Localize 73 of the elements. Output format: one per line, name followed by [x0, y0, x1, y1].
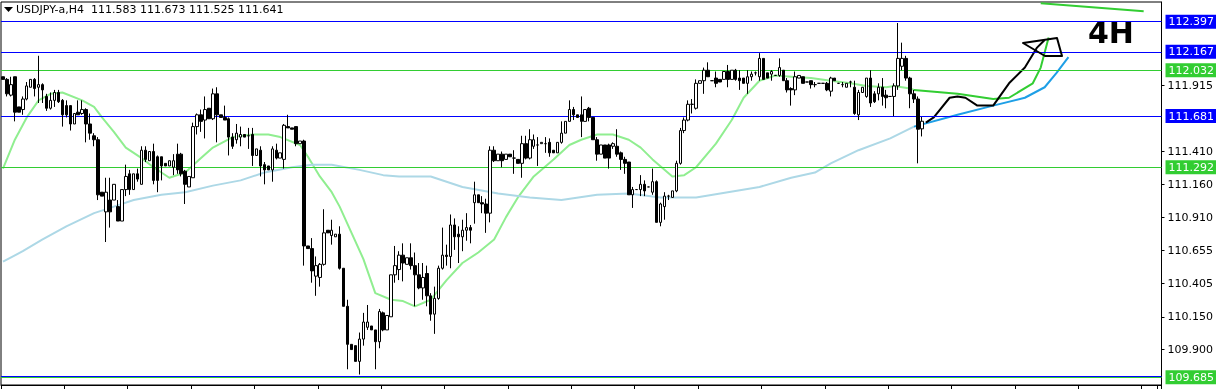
- ref-line-label: 111.681: [1168, 109, 1215, 123]
- candlestick: [401, 242, 405, 282]
- ref-line-label: 112.397: [1168, 15, 1215, 29]
- ref-line-label: 112.167: [1168, 45, 1215, 59]
- candlestick: [869, 69, 872, 108]
- candlestick: [520, 135, 524, 179]
- line-series: [924, 39, 1046, 124]
- candlestick: [235, 123, 238, 145]
- y-tick-label: 110.405: [1167, 276, 1214, 290]
- candlestick: [49, 92, 52, 111]
- candlestick: [829, 76, 833, 97]
- candlestick: [528, 128, 532, 160]
- candlestick: [548, 137, 551, 158]
- candlestick: [536, 136, 539, 167]
- candlestick: [853, 80, 856, 116]
- candlestick: [540, 141, 543, 145]
- y-tick-label: 111.410: [1167, 145, 1214, 159]
- candlestick: [607, 143, 611, 170]
- candlestick: [302, 139, 306, 267]
- y-tick-label: 111.915: [1167, 78, 1214, 92]
- candlestick: [512, 149, 516, 175]
- candlestick: [809, 80, 813, 90]
- candlestick: [294, 126, 298, 147]
- ref-line-label: 112.032: [1168, 63, 1215, 77]
- line-series: [1, 74, 915, 308]
- candlestick: [694, 78, 698, 111]
- candlestick: [473, 181, 476, 225]
- candlestick: [714, 71, 718, 88]
- candlestick: [251, 127, 254, 167]
- candlestick: [271, 145, 274, 183]
- candlestick: [132, 173, 135, 191]
- candlestick: [239, 126, 242, 147]
- candlestick: [13, 76, 17, 122]
- candlestick: [449, 213, 452, 269]
- candlestick: [881, 77, 884, 107]
- candlestick: [203, 95, 207, 139]
- candlestick: [762, 57, 765, 80]
- candlestick: [500, 151, 504, 168]
- candlestick: [330, 219, 333, 246]
- candlestick: [643, 179, 646, 197]
- candlestick: [580, 95, 583, 138]
- candlestick: [639, 174, 642, 197]
- candlestick: [128, 169, 131, 196]
- y-tick-label: 109.900: [1167, 343, 1214, 357]
- candlestick: [746, 69, 749, 95]
- annotation: 4H: [1088, 14, 1134, 50]
- candlestick: [215, 86, 219, 143]
- candlestick: [758, 52, 761, 82]
- ref-line-label: 111.292: [1168, 160, 1215, 174]
- candlestick: [845, 82, 848, 88]
- candlestick: [825, 81, 829, 92]
- candlestick: [801, 76, 805, 84]
- line-series: [1, 125, 915, 263]
- candlestick: [176, 143, 179, 175]
- y-tick-label: 110.655: [1167, 244, 1214, 258]
- y-tick-label: 110.150: [1167, 310, 1214, 324]
- candlestick: [726, 64, 730, 88]
- candlestick: [45, 93, 48, 112]
- candlestick: [53, 89, 56, 108]
- candlestick: [104, 177, 108, 243]
- candlestick: [5, 77, 9, 97]
- chart-title: USDJPY-a,H4 111.583 111.673 111.525 111.641: [16, 3, 284, 16]
- candlestick: [544, 136, 547, 154]
- candlestick: [96, 136, 100, 201]
- y-tick-label: 110.910: [1167, 210, 1214, 224]
- candlestick: [738, 69, 741, 91]
- candlestick: [770, 69, 773, 82]
- line-series: [912, 56, 1070, 128]
- candlestick: [140, 145, 143, 185]
- candlestick: [778, 57, 781, 78]
- ref-line-label: 109.685: [1168, 370, 1215, 384]
- candlestick: [37, 55, 40, 104]
- y-tick-label: 111.160: [1167, 177, 1214, 191]
